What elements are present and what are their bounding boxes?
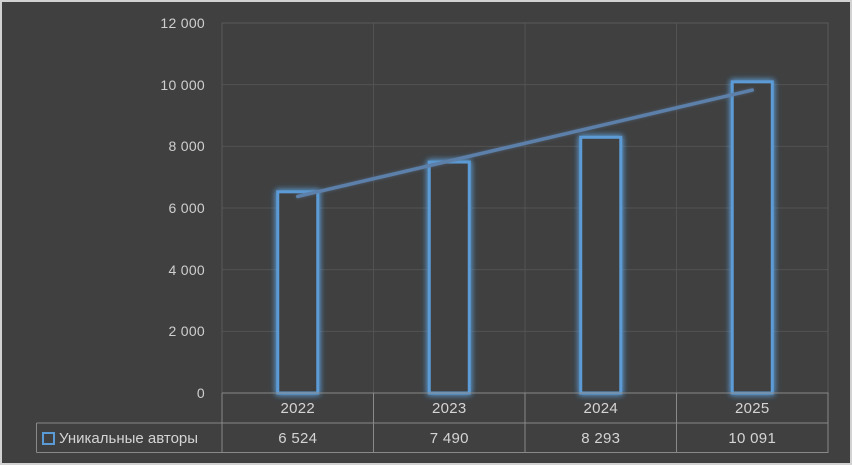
year-cell: 2024 bbox=[583, 400, 619, 417]
bar-2022 bbox=[276, 190, 320, 395]
year-cell: 2023 bbox=[431, 400, 467, 417]
bar-2025 bbox=[730, 80, 774, 395]
legend-key-icon bbox=[42, 431, 55, 445]
y-tick-label: 2 000 bbox=[168, 323, 205, 339]
trendline bbox=[296, 88, 754, 199]
value-cell: 6 524 bbox=[278, 430, 318, 447]
year-cell: 2025 bbox=[734, 400, 770, 417]
y-tick-label: 10 000 bbox=[160, 77, 205, 93]
bar-2024 bbox=[579, 135, 623, 395]
value-cell: 7 490 bbox=[429, 430, 469, 447]
legend-label: Уникальные авторы bbox=[59, 429, 199, 447]
value-cell: 10 091 bbox=[728, 430, 777, 447]
legend-item: Уникальные авторы bbox=[37, 424, 221, 452]
y-tick-label: 12 000 bbox=[160, 15, 205, 31]
y-tick-label: 6 000 bbox=[168, 200, 205, 216]
y-tick-label: 0 bbox=[196, 385, 205, 401]
year-cell: 2022 bbox=[280, 400, 316, 417]
y-tick-label: 4 000 bbox=[168, 262, 205, 278]
y-tick-label: 8 000 bbox=[168, 138, 205, 154]
value-cell: 8 293 bbox=[581, 430, 621, 447]
bar-2023 bbox=[427, 160, 471, 395]
